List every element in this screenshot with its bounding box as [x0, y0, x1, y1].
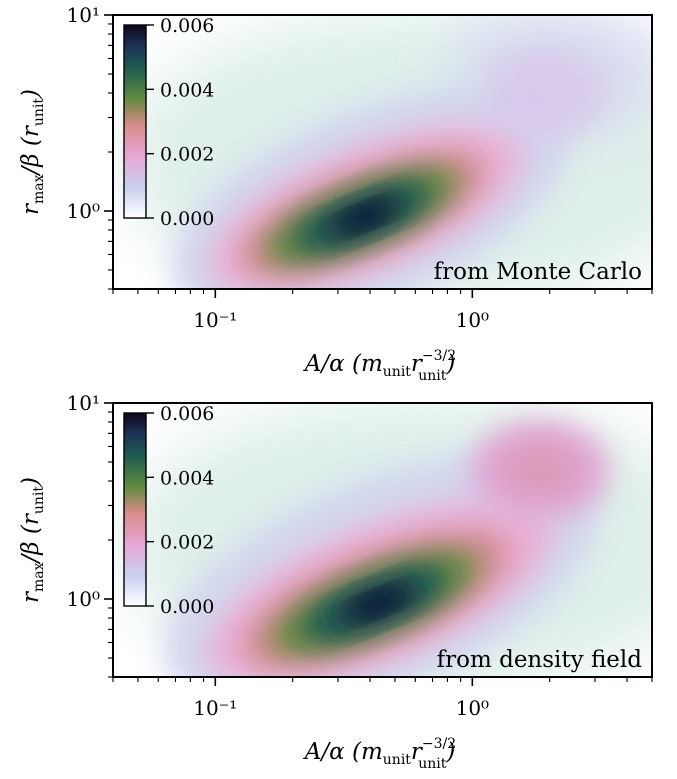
y-axis-label: rmax/β (runit) [18, 89, 47, 215]
y-tick-label: 10⁰ [67, 199, 100, 223]
heatmap-panel-bottom [112, 402, 653, 678]
colorbar-gradient [124, 413, 146, 606]
x-tick-label: 10⁻¹ [193, 696, 237, 720]
colorbar-tick-label: 0.006 [160, 15, 214, 37]
panel-annotation: from density field [437, 647, 643, 673]
y-tick-label: 10¹ [67, 3, 100, 27]
x-tick-label: 10⁰ [456, 308, 489, 332]
x-tick-label: 10⁻¹ [193, 308, 237, 332]
colorbar-tick-label: 0.006 [160, 403, 214, 425]
density-field-top [113, 15, 652, 289]
colorbar-frame [123, 412, 147, 607]
colorbar-tick-label: 0.004 [160, 79, 214, 101]
y-tick-label: 10¹ [67, 391, 100, 415]
colorbar-tick-label: 0.000 [160, 596, 214, 618]
colorbar-top: 0.000 0.002 0.004 0.006 [123, 15, 214, 230]
colorbar-gradient [124, 25, 146, 218]
axes-bottom: 10⁻¹ 10⁰ 10⁰ 10¹ from density field A/α (muni… [18, 391, 653, 772]
colorbar-tick-label: 0.000 [160, 208, 214, 230]
x-tick-label: 10⁰ [456, 696, 489, 720]
colorbar-frame [123, 24, 147, 219]
colorbar-bottom: 0.000 0.002 0.004 0.006 [123, 403, 214, 618]
y-tick-label: 10⁰ [67, 587, 100, 611]
colorbar-tick-label: 0.002 [160, 532, 214, 554]
density-field-bottom [113, 403, 652, 677]
y-axis-label: rmax/β (runit) [18, 477, 47, 603]
x-axis-label: A/α (munitr−3/2 unit) [303, 348, 456, 384]
panel-annotation: from Monte Carlo [434, 259, 642, 285]
x-axis-label: A/α (munitr−3/2 unit) [303, 736, 456, 772]
colorbar-tick-label: 0.004 [160, 467, 214, 489]
axes-top: 10⁻¹ 10⁰ 10⁰ 10¹ from Monte Carlo A/α (munitr… [18, 3, 653, 384]
colorbar-tick-label: 0.002 [160, 144, 214, 166]
heatmap-panel-top [112, 14, 653, 290]
